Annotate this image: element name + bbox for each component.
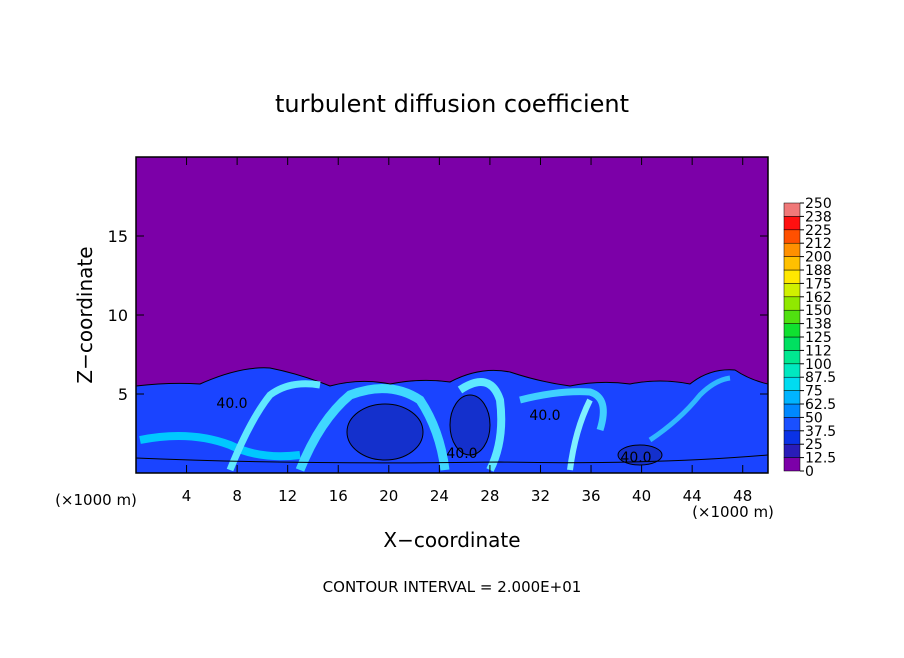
- colorbar-label: 138: [805, 317, 832, 333]
- blob: [346, 403, 424, 461]
- colorbar-label: 125: [805, 330, 832, 346]
- colorbar-label: 87.5: [805, 370, 836, 386]
- colorbar-label: 238: [805, 209, 832, 225]
- colorbar-bin: [783, 256, 801, 271]
- colorbar-bin: [783, 296, 801, 311]
- colorbar-bin: [783, 430, 801, 445]
- strand: [457, 378, 506, 472]
- colorbar-label: 188: [805, 263, 832, 279]
- colorbar-label: 75: [805, 384, 823, 400]
- colorbar-bin: [783, 269, 801, 284]
- field: [135, 157, 769, 474]
- colorbar-label: 100: [805, 357, 832, 373]
- colorbar-bin: [783, 417, 801, 432]
- colorbar-label: 175: [805, 276, 832, 292]
- colorbar-bin: [783, 403, 801, 418]
- colorbar-bin: [783, 229, 801, 244]
- contour-label: 40.0: [620, 450, 651, 466]
- colorbar-bin: [783, 376, 801, 391]
- strand: [295, 384, 450, 472]
- colorbar-bin: [783, 350, 801, 365]
- x-tick-label: 36: [581, 487, 600, 505]
- x-tick-label: 16: [329, 487, 348, 505]
- y-unit-label: (×1000 m): [55, 491, 137, 509]
- colorbar-bin: [783, 443, 801, 458]
- colorbar-bin: [783, 309, 801, 324]
- y-tick-label: 15: [108, 227, 128, 246]
- colorbar-bin: [783, 216, 801, 231]
- colorbar-bin: [783, 242, 801, 257]
- x-tick-label: 40: [632, 487, 651, 505]
- x-tick-label: 48: [733, 487, 752, 505]
- colorbar-bin: [783, 457, 801, 472]
- x-tick-label: 4: [182, 487, 192, 505]
- colorbar-label: 162: [805, 290, 832, 306]
- colorbar-bin: [783, 363, 801, 378]
- colorbar-bin: [783, 390, 801, 405]
- x-tick-label: 44: [683, 487, 702, 505]
- colorbar-label: 37.5: [805, 424, 836, 440]
- x-tick-label: 24: [430, 487, 449, 505]
- colorbar-label: 62.5: [805, 397, 836, 413]
- contour-label: 40.0: [446, 446, 477, 462]
- footnote: CONTOUR INTERVAL = 2.000E+01: [323, 578, 582, 596]
- x-tick-label: 8: [232, 487, 242, 505]
- colorbar-bin: [783, 202, 801, 217]
- colorbar-label: 112: [805, 343, 832, 359]
- strand: [226, 380, 321, 472]
- blob: [617, 444, 663, 466]
- contour-label: 40.0: [529, 408, 560, 424]
- chart-title: turbulent diffusion coefficient: [275, 90, 629, 118]
- colorbar-label: 25: [805, 437, 823, 453]
- colorbar-bin: [783, 323, 801, 338]
- x-axis-label: X−coordinate: [383, 528, 520, 552]
- colorbar-label: 250: [805, 196, 832, 212]
- x-tick-label: 32: [531, 487, 550, 505]
- y-axis-label: Z−coordinate: [73, 246, 97, 383]
- x-tick-label: 28: [480, 487, 499, 505]
- strand: [648, 375, 731, 443]
- strand: [139, 432, 301, 461]
- y-tick-label: 5: [118, 385, 128, 404]
- colorbar-label: 50: [805, 410, 823, 426]
- x-tick-label: 20: [379, 487, 398, 505]
- y-tick-label: 10: [108, 306, 128, 325]
- colorbar-bin: [783, 336, 801, 351]
- colorbar-bin: [783, 283, 801, 298]
- colorbar-label: 12.5: [805, 451, 836, 467]
- colorbar-label: 0: [805, 464, 814, 480]
- x-tick-label: 12: [278, 487, 297, 505]
- colorbar-label: 150: [805, 303, 832, 319]
- x-unit-label: (×1000 m): [692, 503, 774, 521]
- colorbar-label: 225: [805, 223, 832, 239]
- colorbar-label: 200: [805, 250, 832, 266]
- contour-label: 40.0: [216, 396, 247, 412]
- blob: [449, 394, 491, 456]
- contour-line: [135, 454, 769, 464]
- colorbar-label: 212: [805, 236, 832, 252]
- strand: [519, 388, 607, 432]
